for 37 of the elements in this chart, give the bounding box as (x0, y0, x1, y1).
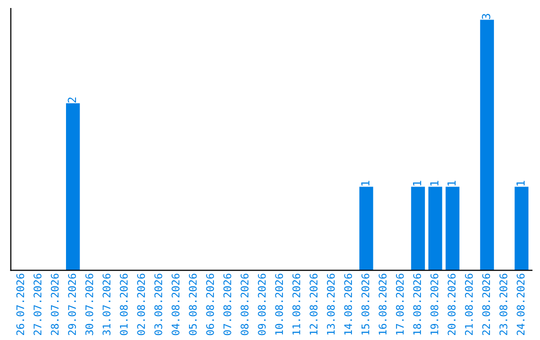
x-tick-label: 09.08.2026 (258, 274, 266, 336)
x-tick-label: 31.07.2026 (102, 274, 110, 336)
x-tick-label: 03.08.2026 (154, 274, 162, 336)
data-label: 1 (361, 180, 370, 186)
x-tick-label: 19.08.2026 (430, 274, 438, 335)
data-label: 3 (482, 14, 490, 20)
x-tick-label: 02.08.2026 (137, 274, 145, 336)
data-label: 1 (516, 180, 525, 186)
x-tick-label: 23.08.2026 (499, 274, 508, 336)
x-tick-label: 16.08.2026 (378, 274, 387, 335)
x-tick-label: 21.08.2026 (464, 274, 473, 336)
x-tick-label: 15.08.2026 (361, 274, 370, 335)
x-tick-label: 27.07.2026 (34, 274, 42, 336)
x-tick-label: 05.08.2026 (188, 274, 197, 336)
data-label: 1 (413, 180, 422, 186)
x-tick-label: 18.08.2026 (413, 274, 422, 335)
x-tick-label: 30.07.2026 (85, 274, 94, 336)
data-label: 1 (448, 180, 456, 186)
x-tick-label: 29.07.2026 (68, 274, 76, 336)
x-tick-label: 17.08.2026 (396, 274, 404, 335)
x-tick-label: 11.08.2026 (292, 274, 300, 335)
x-tick-label: 20.08.2026 (448, 274, 456, 336)
x-tick-label: 04.08.2026 (172, 274, 180, 336)
x-tick-label: 01.08.2026 (120, 274, 128, 336)
x-tick-label: 24.08.2026 (516, 274, 525, 336)
x-tick-label: 22.08.2026 (482, 274, 490, 336)
x-tick-label: 13.08.2026 (326, 274, 335, 335)
x-tick-label: 12.08.2026 (310, 274, 318, 335)
data-label: 2 (68, 98, 76, 102)
x-tick-label: 14.08.2026 (344, 274, 352, 335)
x-tick-label: 26.07.2026 (16, 274, 24, 336)
x-tick-label: 07.08.2026 (223, 274, 232, 336)
data-label: 1 (430, 180, 438, 186)
x-tick-label: 10.08.2026 (275, 274, 284, 335)
x-tick-label: 06.08.2026 (206, 274, 214, 336)
x-tick-label: 08.08.2026 (240, 274, 249, 336)
x-tick-label: 28.07.2026 (50, 274, 59, 336)
